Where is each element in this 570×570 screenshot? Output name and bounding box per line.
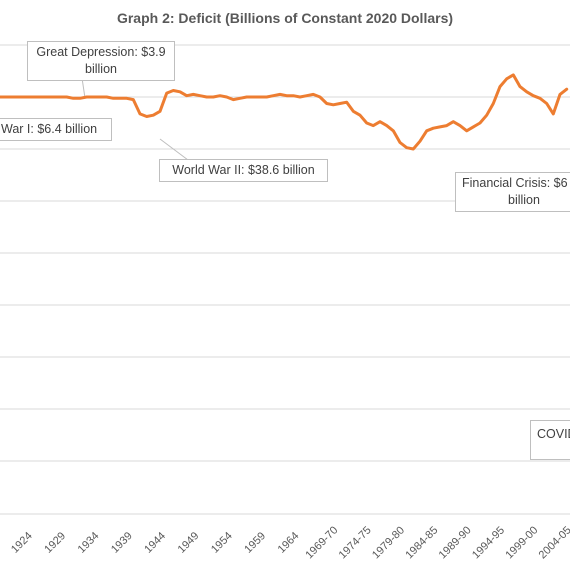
x-tick-label: 1979-80 (370, 524, 407, 561)
callout-connector-1 (159, 138, 189, 161)
x-tick-label: 1964 (276, 530, 302, 556)
x-tick-label: 1999-00 (503, 524, 540, 561)
callout-great-depression-text: Great Depression: $3.9 billion (36, 45, 166, 76)
x-axis-tick-labels: 1924 1929 1934 1939 1944 1949 1954 1959 1964 1969… (9, 524, 570, 561)
x-tick-label: 1984-85 (403, 524, 440, 561)
callout-financial-crisis: Financial Crisis: $6 billion (455, 172, 570, 212)
callout-connector-0 (81, 77, 86, 99)
callout-world-war-ii-text: World War II: $38.6 billion (172, 163, 315, 177)
x-tick-label: 1974-75 (337, 524, 374, 561)
chart-title: Graph 2: Deficit (Billions of Constant 2… (116, 10, 454, 26)
gridlines (0, 44, 570, 515)
x-tick-label: 1944 (142, 530, 168, 556)
x-tick-label: 1934 (76, 530, 102, 556)
callout-covid: COVID (530, 420, 570, 460)
callout-financial-crisis-line2: billion (508, 193, 540, 207)
x-tick-label: 1989-90 (437, 524, 474, 561)
series-line-deficit (0, 73, 569, 151)
x-tick-label: 1994-95 (470, 524, 507, 561)
callout-world-war-i-text: War I: $6.4 billion (1, 122, 98, 136)
callout-great-depression: Great Depression: $3.9 billion (27, 41, 175, 81)
x-tick-label: 2004-05 (537, 524, 570, 561)
callout-covid-text: COVID (537, 427, 570, 441)
x-tick-label: 1954 (209, 530, 235, 556)
x-tick-label: 1929 (42, 530, 68, 556)
x-tick-label: 1969-70 (303, 524, 340, 561)
x-tick-label: 1924 (9, 530, 35, 556)
x-tick-label: 1949 (176, 530, 202, 556)
x-tick-label: 1939 (109, 530, 135, 556)
callout-world-war-i: War I: $6.4 billion (0, 118, 112, 141)
callout-world-war-ii: World War II: $38.6 billion (159, 159, 328, 182)
callout-connectors (81, 77, 189, 161)
callout-financial-crisis-line1: Financial Crisis: $6 (462, 176, 568, 190)
x-tick-label: 1959 (242, 530, 268, 556)
